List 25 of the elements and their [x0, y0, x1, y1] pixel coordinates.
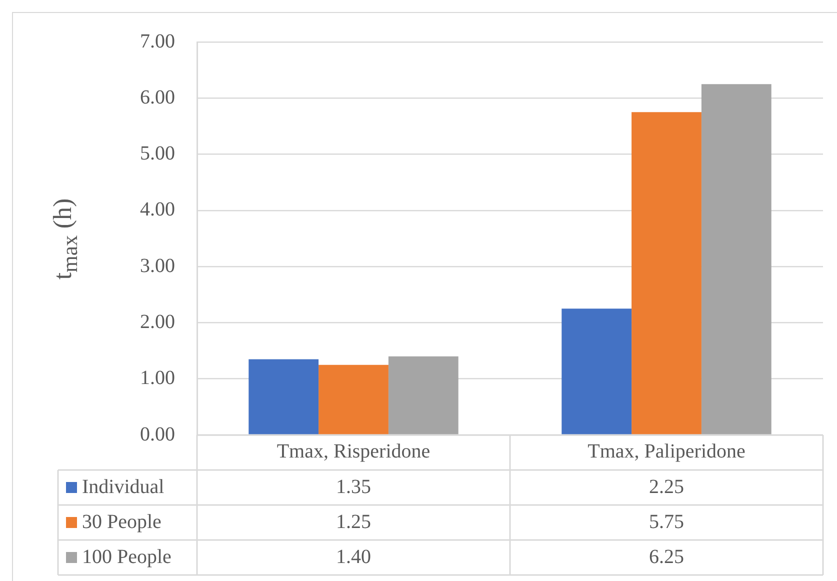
- legend-label: 30 People: [82, 511, 162, 534]
- x-tick-label: Tmax, Paliperidone: [588, 440, 746, 462]
- bar: [632, 112, 702, 434]
- y-tick-label: 7.00: [140, 30, 175, 52]
- y-tick-label: 2.00: [140, 310, 175, 333]
- x-tick-label: Tmax, Risperidone: [276, 440, 430, 462]
- y-tick-label: 3.00: [140, 254, 175, 277]
- legend-label: Individual: [82, 476, 164, 499]
- y-tick-label: 5.00: [140, 142, 175, 165]
- data-label: 6.25: [649, 546, 684, 569]
- bar: [388, 356, 458, 434]
- y-tick-label: 6.00: [140, 86, 175, 108]
- data-label: 5.75: [649, 511, 684, 534]
- bar: [318, 364, 388, 434]
- bar: [562, 308, 632, 434]
- data-label: 2.25: [649, 476, 684, 499]
- data-label: 1.35: [336, 476, 371, 499]
- y-tick-label: 4.00: [140, 198, 175, 221]
- data-label: 1.25: [336, 511, 371, 534]
- bar: [701, 84, 772, 434]
- y-tick-label: 1.00: [140, 367, 175, 390]
- y-tick-label: 0.00: [140, 423, 175, 446]
- legend-label: 100 People: [82, 546, 172, 569]
- bar: [248, 359, 319, 434]
- data-label: 1.40: [336, 546, 371, 569]
